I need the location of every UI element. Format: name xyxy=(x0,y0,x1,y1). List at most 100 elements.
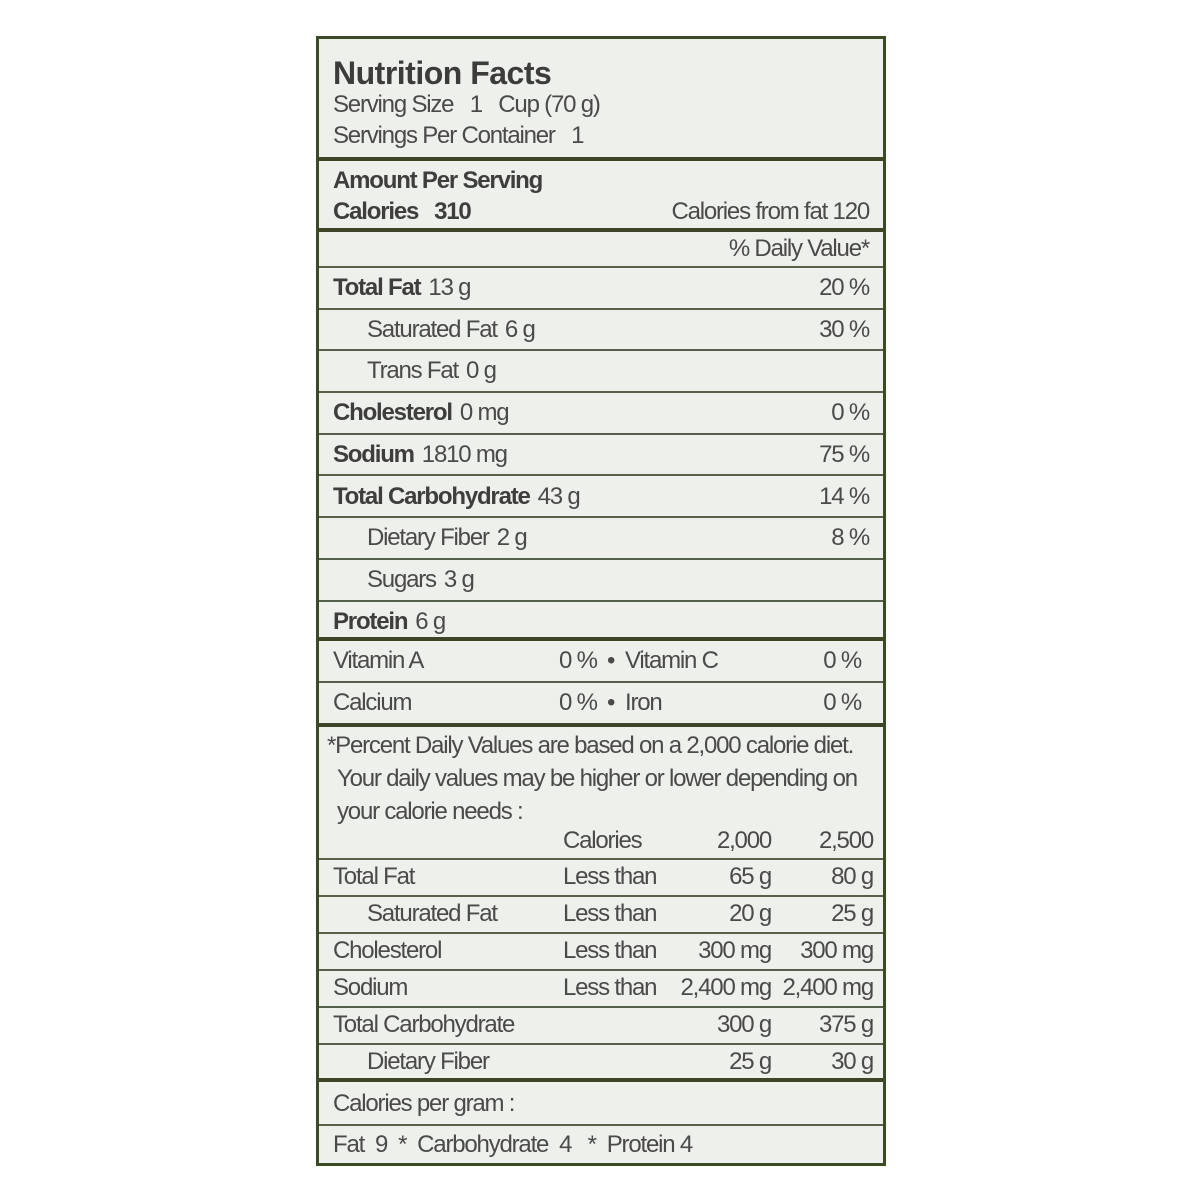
nutrient-name: Saturated Fat xyxy=(367,315,498,343)
reference-row: Cholesterol Less than 300 mg 300 mg xyxy=(319,933,883,969)
daily-value-header-row: % Daily Value* xyxy=(319,232,883,266)
divider xyxy=(319,433,883,435)
divider xyxy=(319,228,883,232)
nutrient-daily-value: 75 % xyxy=(819,440,870,468)
nutrient-row: Sodium 1810 mg 75 % xyxy=(319,435,883,475)
nutrient-amount: 0 mg xyxy=(459,399,510,427)
divider xyxy=(319,1078,883,1082)
reference-cell: 2,500 xyxy=(818,827,874,854)
nutrient-name: Protein xyxy=(333,607,408,635)
vitamin-name: Vitamin A xyxy=(333,647,424,674)
nutrient-row: Saturated Fat 6 g 30 % xyxy=(319,310,883,350)
nutrient-name: Sodium xyxy=(333,440,415,468)
vitamin-row: Vitamin A 0 % Vitamin C • 0 % xyxy=(319,641,883,681)
nutrient-row: Cholesterol 0 mg 0 % xyxy=(319,393,883,433)
reference-cell: 2,400 mg xyxy=(782,974,875,1001)
reference-cell: Dietary Fiber xyxy=(367,1048,490,1075)
nutrient-amount: 13 g xyxy=(428,274,471,301)
footnote-line: *Percent Daily Values are based on a 2,0… xyxy=(327,732,854,759)
reference-cell: Calories xyxy=(563,827,643,854)
calories-label: Calories xyxy=(333,198,419,225)
nutrient-name: Trans Fat xyxy=(367,357,459,385)
nutrient-daily-value: 14 % xyxy=(819,482,870,510)
nutrient-row: Total Fat 13 g 20 % xyxy=(319,268,883,308)
reference-row: Dietary Fiber 25 g 30 g xyxy=(319,1044,883,1080)
nutrition-facts-label: Nutrition Facts Serving Size 1 Cup (70 g… xyxy=(316,36,886,1166)
nutrient-amount: 2 g xyxy=(496,524,528,552)
divider xyxy=(319,558,883,560)
reference-cell: Total Carbohydrate xyxy=(333,1011,515,1038)
servings-per-container: Servings Per Container 1 xyxy=(333,122,584,149)
nutrient-daily-value: 0 % xyxy=(831,399,870,427)
nutrient-name: Total Fat xyxy=(333,274,422,301)
nutrient-amount: 6 g xyxy=(504,315,536,343)
divider xyxy=(319,1043,883,1045)
reference-cell: 25 g xyxy=(729,1048,772,1075)
divider xyxy=(319,474,883,476)
divider xyxy=(319,723,883,727)
divider xyxy=(319,600,883,602)
nutrient-row: Sugars 3 g xyxy=(319,560,883,600)
divider xyxy=(319,681,883,683)
nutrient-name: Cholesterol xyxy=(333,399,453,427)
divider xyxy=(319,349,883,351)
divider xyxy=(319,1124,883,1126)
divider xyxy=(319,637,883,641)
vitamin-name: Iron xyxy=(625,689,663,716)
footnote-line: your calorie needs : xyxy=(337,798,524,825)
label-title: Nutrition Facts xyxy=(333,54,552,91)
amount-per-serving: Amount Per Serving xyxy=(333,167,543,194)
reference-cell: Less than xyxy=(563,863,657,890)
nutrient-row: Trans Fat 0 g xyxy=(319,351,883,391)
serving-size: Serving Size 1 Cup (70 g) xyxy=(333,91,601,118)
reference-header-row: Calories 2,000 2,500 xyxy=(319,823,883,859)
reference-cell: 300 mg xyxy=(800,937,874,964)
divider xyxy=(319,895,883,897)
vitamin-daily-value: 0 % xyxy=(559,647,598,674)
nutrient-daily-value: 30 % xyxy=(819,315,870,343)
bullet: • xyxy=(607,647,615,674)
divider xyxy=(319,308,883,310)
divider xyxy=(319,932,883,934)
divider xyxy=(319,1006,883,1008)
reference-cell: Less than xyxy=(563,900,657,927)
vitamin-name: Vitamin C xyxy=(625,647,719,674)
reference-cell: 25 g xyxy=(831,900,874,927)
calories-row: Calories 310 Calories from fat 120 xyxy=(319,196,883,228)
divider xyxy=(319,516,883,518)
vitamin-daily-value: 0 % xyxy=(559,689,598,716)
divider xyxy=(319,969,883,971)
reference-cell: 65 g xyxy=(729,863,772,890)
reference-row: Sodium Less than 2,400 mg 2,400 mg xyxy=(319,970,883,1006)
reference-cell: Sodium xyxy=(333,974,408,1001)
reference-cell: Saturated Fat xyxy=(367,900,498,927)
reference-cell: 2,400 mg xyxy=(680,974,773,1001)
reference-row: Total Carbohydrate 300 g 375 g xyxy=(319,1007,883,1043)
calories-per-gram-values: Fat 9 * Carbohydrate 4 * Protein 4 xyxy=(333,1131,693,1158)
reference-cell: Total Fat xyxy=(333,863,415,890)
reference-cell: Less than xyxy=(563,974,657,1001)
vitamin-daily-value: 0 % xyxy=(823,689,862,716)
footnote-line: Your daily values may be higher or lower… xyxy=(337,765,858,792)
vitamin-name: Calcium xyxy=(333,689,413,716)
reference-cell: 30 g xyxy=(831,1048,874,1075)
calories-from-fat: Calories from fat 120 xyxy=(671,198,870,225)
reference-cell: 300 mg xyxy=(698,937,772,964)
divider xyxy=(319,266,883,268)
reference-cell: Less than xyxy=(563,937,657,964)
nutrient-row: Total Carbohydrate 43 g 14 % xyxy=(319,477,883,517)
nutrient-amount: 43 g xyxy=(537,482,581,510)
nutrient-amount: 6 g xyxy=(415,607,446,635)
vitamin-row: Calcium 0 % Iron • 0 % xyxy=(319,683,883,723)
calories-value: 310 xyxy=(434,198,472,225)
reference-cell: 80 g xyxy=(831,863,874,890)
nutrient-amount: 0 g xyxy=(466,357,497,385)
divider xyxy=(319,157,883,161)
nutrient-name: Total Carbohydrate xyxy=(333,482,531,510)
calories-per-gram: Calories per gram : xyxy=(333,1090,515,1117)
reference-row: Total Fat Less than 65 g 80 g xyxy=(319,859,883,895)
nutrient-amount: 1810 mg xyxy=(421,440,508,468)
nutrient-name: Sugars xyxy=(367,565,437,593)
nutrient-row: Dietary Fiber 2 g 8 % xyxy=(319,518,883,558)
reference-row: Saturated Fat Less than 20 g 25 g xyxy=(319,896,883,932)
